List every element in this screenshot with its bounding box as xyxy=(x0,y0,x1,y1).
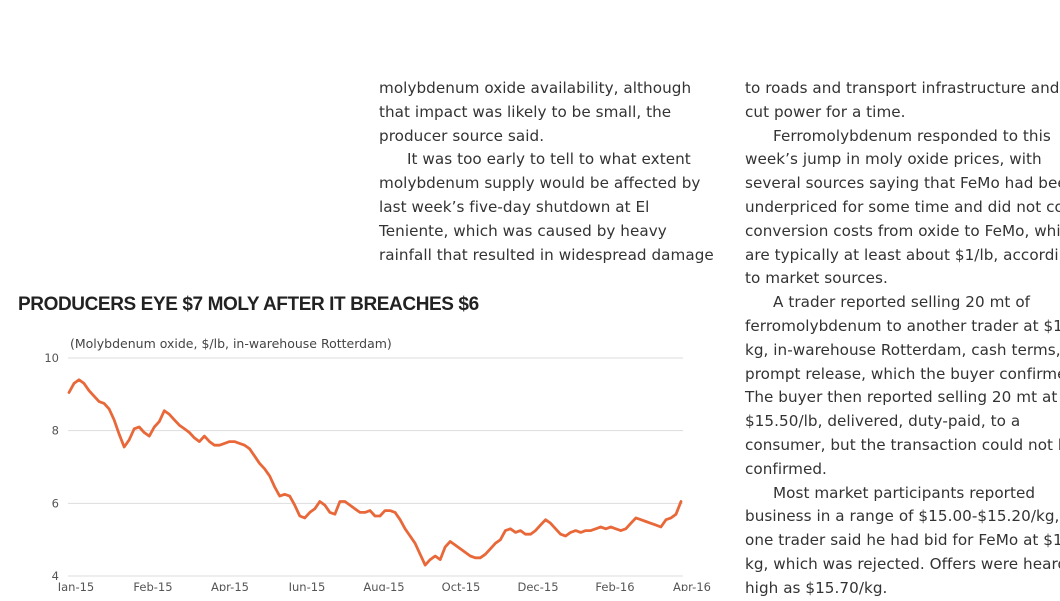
article-line: kg, which was rejected. Offers were hear… xyxy=(745,554,1060,573)
article-line: business in a range of $15.00-$15.20/kg,… xyxy=(745,507,1060,526)
article-line: week’s jump in moly oxide prices, with xyxy=(745,150,1042,169)
article-line: Most market participants reported xyxy=(773,483,1036,502)
y-tick-label: 6 xyxy=(52,496,59,510)
chart-subtitle: (Molybdenum oxide, $/lb, in-warehouse Ro… xyxy=(70,336,392,351)
article-line: $15.50/lb, delivered, duty-paid, to a xyxy=(745,412,1021,431)
x-tick-label: Jan-15 xyxy=(57,580,95,591)
article-line: kg, in-warehouse Rotterdam, cash terms, xyxy=(745,340,1060,359)
article-line: high as $15.70/kg. xyxy=(745,578,888,597)
article-line: A trader reported selling 20 mt of xyxy=(773,293,1031,312)
y-tick-label: 4 xyxy=(52,569,59,583)
article-line: one trader said he had bid for FeMo at $… xyxy=(745,531,1060,550)
chart-y-axis: 4 6 8 10 xyxy=(44,351,59,583)
x-tick-label: Apr-16 xyxy=(673,580,711,591)
article-line: to market sources. xyxy=(745,269,888,288)
x-tick-label: Oct-15 xyxy=(442,580,481,591)
article-paragraph: It was too early to tell to what extent … xyxy=(379,150,714,264)
chart-series xyxy=(67,378,683,567)
article-column-right: to roads and transport infrastructure an… xyxy=(745,77,1060,601)
chart-gridlines xyxy=(68,357,683,577)
y-tick-label: 10 xyxy=(44,351,59,365)
article-line: are typically at least about $1/lb, acco… xyxy=(745,245,1060,264)
x-tick-label: Jun-15 xyxy=(288,580,326,591)
x-tick-label: Aug-15 xyxy=(363,580,404,591)
x-tick-label: Apr-15 xyxy=(211,580,249,591)
chart-x-axis: Jan-15 Feb-15 Apr-15 Jun-15 Aug-15 Oct-15 Dec-… xyxy=(57,580,711,591)
y-tick-label: 8 xyxy=(52,424,59,438)
article-line: Ferromolybdenum responded to this xyxy=(773,126,1051,145)
article-line: to roads and transport infrastructure an… xyxy=(745,79,1060,97)
article-line: consumer, but the transaction could not … xyxy=(745,435,1060,454)
article-paragraph: molybdenum oxide availability, although … xyxy=(379,79,692,145)
article-line: prompt release, which the buyer confirme… xyxy=(745,364,1060,383)
article-line: confirmed. xyxy=(745,459,827,478)
x-tick-label: Dec-15 xyxy=(517,580,558,591)
article-line: ferromolybdenum to another trader at $15… xyxy=(745,316,1060,335)
x-tick-label: Feb-15 xyxy=(133,580,172,591)
article-line: cut power for a time. xyxy=(745,102,906,121)
series-line xyxy=(67,378,683,567)
article-line: The buyer then reported selling 20 mt at xyxy=(745,388,1058,407)
article-column-middle: molybdenum oxide availability, although … xyxy=(379,77,719,267)
chart-title: PRODUCERS EYE $7 MOLY AFTER IT BREACHES … xyxy=(18,294,479,315)
x-tick-label: Feb-16 xyxy=(595,580,634,591)
article-line: underpriced for some time and did not co… xyxy=(745,197,1060,216)
article-line: several sources saying that FeMo had bee… xyxy=(745,174,1060,193)
article-line: conversion costs from oxide to FeMo, whi… xyxy=(745,221,1060,240)
molybdenum-price-chart: 4 6 8 10 Jan-15 Feb-15 Apr-15 Jun-15 Aug-15 Oct-… xyxy=(44,336,711,591)
